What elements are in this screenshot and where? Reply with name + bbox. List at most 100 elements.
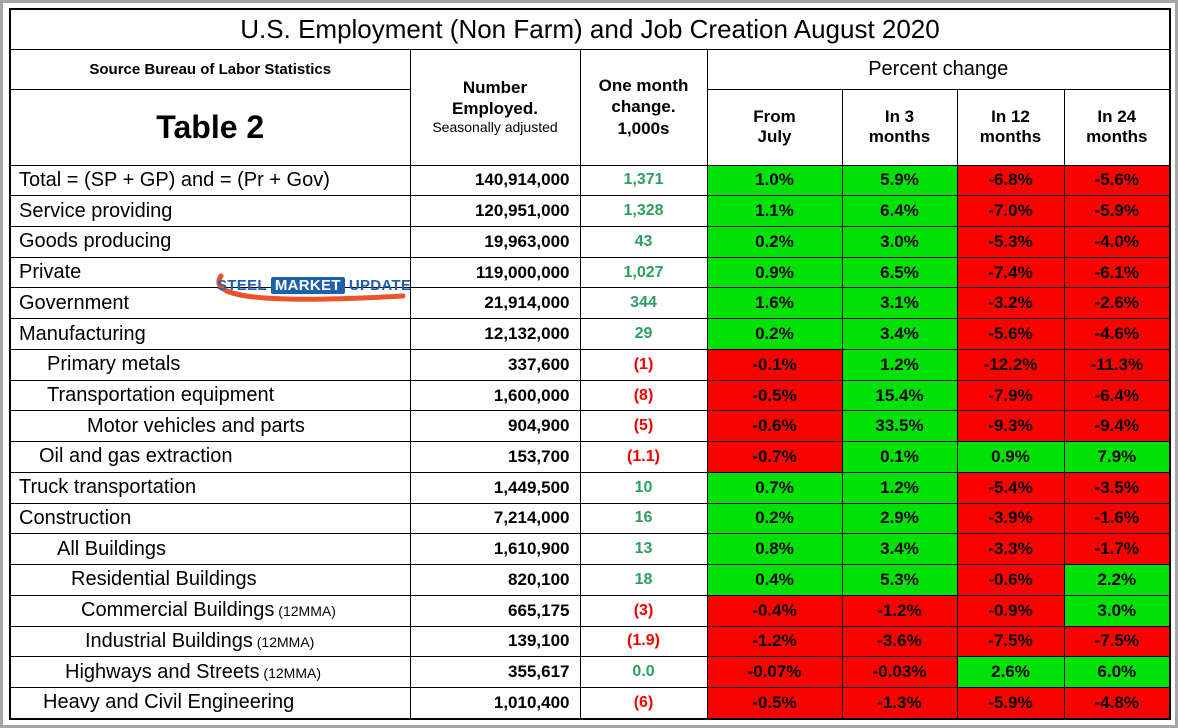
row-label-cell: Transportation equipment <box>9 379 411 412</box>
percent-change-cell: 0.2% <box>706 225 843 258</box>
percent-change-cell: -5.9% <box>1063 195 1171 227</box>
row-label: Oil and gas extraction <box>39 445 233 468</box>
percent-change-cell: -7.5% <box>1063 625 1171 658</box>
number-employed-cell: 1,449,500 <box>409 471 581 504</box>
percent-change-cell: -12.2% <box>956 348 1065 381</box>
row-label: Motor vehicles and parts <box>87 414 305 437</box>
percent-change-cell: -3.3% <box>956 533 1065 566</box>
row-label: Commercial Buildings <box>81 599 275 622</box>
column-header-in-12-months: In 12 months <box>956 88 1065 166</box>
logo-text: STEEL MARKET UPDATE <box>217 277 411 294</box>
percent-change-cell: -1.7% <box>1063 533 1171 566</box>
row-label: Highways and Streets <box>65 660 260 683</box>
row-label-cell: Heavy and Civil Engineering <box>9 686 411 720</box>
percent-change-cell: 0.2% <box>706 502 843 535</box>
row-label-cell: Total = (SP + GP) and = (Pr + Gov) <box>9 164 411 197</box>
percent-change-cell: 6.0% <box>1063 656 1171 688</box>
table-row: Construction 7,214,000 16 0.2% 2.9% -3.9% -1.6… <box>9 502 1171 535</box>
percent-change-cell: 3.0% <box>841 225 958 258</box>
percent-change-cell: -7.4% <box>956 256 1065 289</box>
table-row: Goods producing 19,963,000 43 0.2% 3.0% -5.3%… <box>9 225 1171 258</box>
number-employed-cell: 1,610,900 <box>409 533 581 566</box>
percent-change-cell: 1.2% <box>841 471 958 504</box>
percent-change-cell: -1.2% <box>841 594 958 627</box>
table-row: Highways and Streets (12MMA) 355,617 0.0 -0… <box>9 656 1171 688</box>
number-employed-cell: 904,900 <box>409 410 581 443</box>
table-row: Industrial Buildings (12MMA) 139,100 (1.9)… <box>9 625 1171 658</box>
table-row: Service providing 120,951,000 1,328 1.1% 6.4… <box>9 195 1171 227</box>
row-label-cell: Motor vehicles and parts <box>9 410 411 443</box>
number-employed-cell: 21,914,000 <box>409 287 581 320</box>
column-header-from-july: From July <box>706 88 843 166</box>
percent-change-cell: -6.8% <box>956 164 1065 197</box>
percent-change-cell: 0.8% <box>706 533 843 566</box>
table-row: Manufacturing 12,132,000 29 0.2% 3.4% -5.6% -4… <box>9 318 1171 350</box>
percent-change-cell: -3.9% <box>956 502 1065 535</box>
row-label: Transportation equipment <box>47 384 275 406</box>
number-employed-cell: 153,700 <box>409 441 581 473</box>
row-label: Residential Buildings <box>71 568 257 591</box>
percent-change-cell: 3.4% <box>841 533 958 566</box>
percent-change-cell: -11.3% <box>1063 348 1171 381</box>
percent-change-cell: 5.9% <box>841 164 958 197</box>
row-label-suffix: (12MMA) <box>252 633 315 650</box>
one-month-change-cell: 1,328 <box>579 195 708 227</box>
percent-change-cell: -5.6% <box>956 318 1065 350</box>
number-employed-cell: 139,100 <box>409 625 581 658</box>
one-month-change-cell: 13 <box>579 533 708 566</box>
one-month-change-cell: 18 <box>579 564 708 596</box>
table-row: Residential Buildings 820,100 18 0.4% 5.3% -0… <box>9 564 1171 596</box>
table-row: All Buildings 1,610,900 13 0.8% 3.4% -3.3% -1.… <box>9 533 1171 566</box>
one-month-change-cell: 10 <box>579 471 708 504</box>
percent-change-cell: 6.5% <box>841 256 958 289</box>
table-header: U.S. Employment (Non Farm) and Job Creat… <box>9 8 1171 166</box>
percent-change-cell: -4.8% <box>1063 686 1171 720</box>
table-row: Private 119,000,000 1,027 0.9% 6.5% -7.4% -6.1… <box>9 256 1171 289</box>
table-row: Government 21,914,000 344 1.6% 3.1% -3.2% -2.6… <box>9 287 1171 320</box>
percent-change-cell: 0.1% <box>841 441 958 473</box>
percent-change-cell: 33.5% <box>841 410 958 443</box>
percent-change-cell: -0.1% <box>706 348 843 381</box>
one-month-change-cell: 43 <box>579 225 708 258</box>
percent-change-cell: -0.5% <box>706 686 843 720</box>
percent-change-cell: -4.6% <box>1063 318 1171 350</box>
percent-change-cell: 0.4% <box>706 564 843 596</box>
column-header-one-month-change: One month change. 1,000s <box>579 48 708 166</box>
percent-change-cell: -3.2% <box>956 287 1065 320</box>
row-label-cell: All Buildings <box>9 533 411 566</box>
logo-word-market: MARKET <box>270 277 345 294</box>
percent-change-cell: 1.0% <box>706 164 843 197</box>
number-employed-cell: 140,914,000 <box>409 164 581 197</box>
number-employed-title: Number Employed. <box>452 78 538 118</box>
header-row-2: Table 2 From July In 3 months In 12 mont… <box>9 88 1171 166</box>
steel-market-update-logo: STEEL MARKET UPDATE <box>205 269 413 311</box>
number-employed-cell: 665,175 <box>409 594 581 627</box>
number-employed-cell: 1,600,000 <box>409 379 581 412</box>
row-label-cell: Commercial Buildings (12MMA) <box>9 594 411 627</box>
row-label-cell: Primary metals <box>9 348 411 381</box>
percent-change-cell: -7.0% <box>956 195 1065 227</box>
row-label: All Buildings <box>57 537 166 560</box>
percent-change-cell: -2.6% <box>1063 287 1171 320</box>
number-employed-cell: 7,214,000 <box>409 502 581 535</box>
page-title: U.S. Employment (Non Farm) and Job Creat… <box>9 8 1171 50</box>
row-label: Goods producing <box>19 230 172 253</box>
percent-change-cell: -0.07% <box>706 656 843 688</box>
row-label-cell: Truck transportation <box>9 471 411 504</box>
one-month-change-cell: (3) <box>579 594 708 627</box>
percent-change-cell: 1.1% <box>706 195 843 227</box>
percent-change-cell: 0.2% <box>706 318 843 350</box>
title-row: U.S. Employment (Non Farm) and Job Creat… <box>9 8 1171 50</box>
logo-swoosh-icon <box>216 273 406 302</box>
one-month-change-cell: 0.0 <box>579 656 708 688</box>
employment-table: U.S. Employment (Non Farm) and Job Creat… <box>9 8 1172 720</box>
percent-change-header: Percent change <box>706 48 1171 90</box>
row-label-cell: Oil and gas extraction <box>9 441 411 473</box>
percent-change-cell: -1.6% <box>1063 502 1171 535</box>
row-label: Heavy and Civil Engineering <box>43 691 295 714</box>
column-header-number-employed: Number Employed. Seasonally adjusted <box>409 48 581 166</box>
row-label: Primary metals <box>47 353 181 376</box>
logo-word-steel: STEEL <box>217 277 267 294</box>
percent-change-cell: 3.0% <box>1063 594 1171 627</box>
